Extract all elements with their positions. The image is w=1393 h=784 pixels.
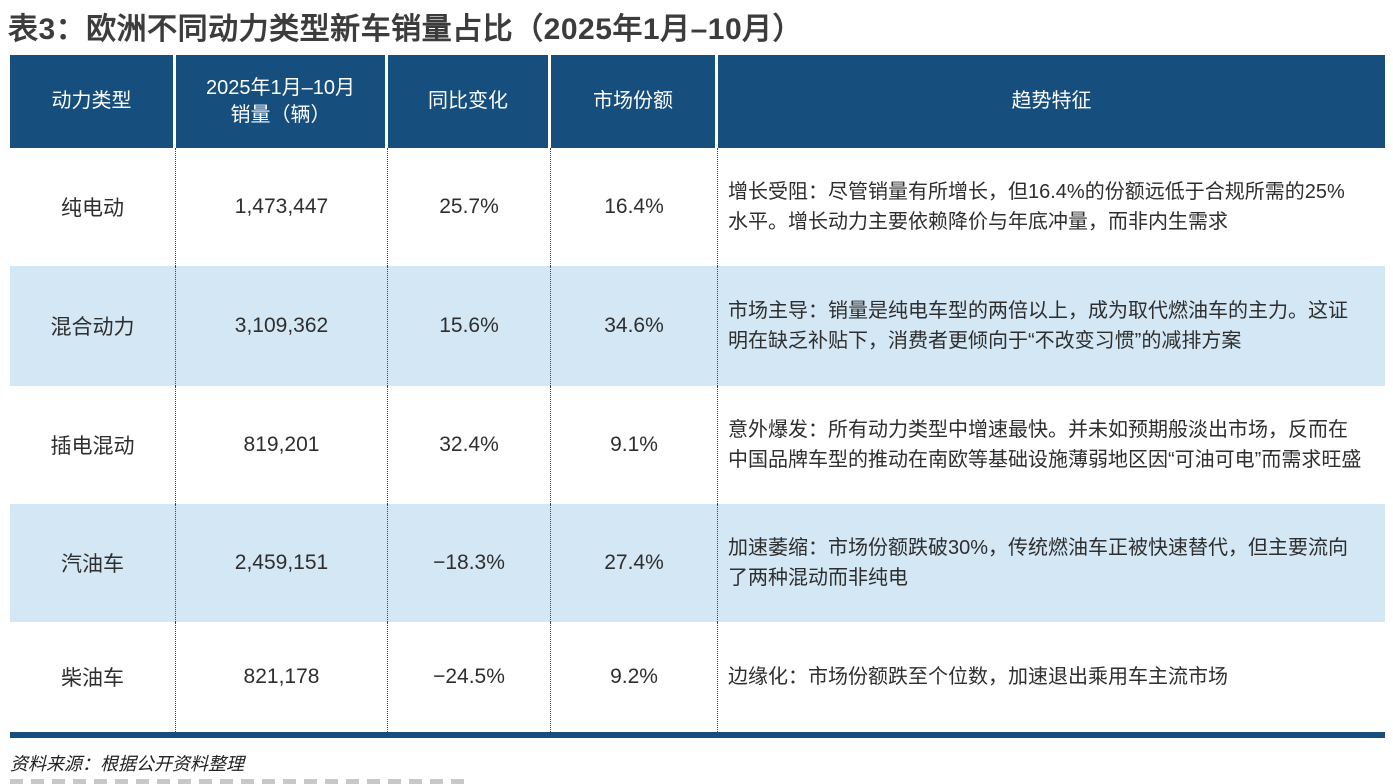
cell-trend: 市场主导：销量是纯电车型的两倍以上，成为取代燃油车的主力。这证明在缺乏补贴下，消… xyxy=(728,300,1348,352)
cell-yoy: −24.5% xyxy=(388,622,551,732)
page-title: 表3：欧洲不同动力类型新车销量占比（2025年1月–10月） xyxy=(8,13,804,46)
cell-sales: 2,459,151 xyxy=(176,504,388,622)
cell-share: 34.6% xyxy=(551,266,718,386)
cell-sales: 1,473,447 xyxy=(176,148,388,266)
header-cell-share: 市场份额 xyxy=(551,55,718,148)
header-cell-trend: 趋势特征 xyxy=(1011,90,1092,112)
table-row: 插电混动 819,201 32.4% 9.1% 意外爆发：所有动力类型中增速最快… xyxy=(10,386,1385,504)
table-row: 混合动力 3,109,362 15.6% 34.6% 市场主导：销量是纯电车型的… xyxy=(10,266,1385,386)
table-row: 纯电动 1,473,447 25.7% 16.4% 增长受阻：尽管销量有所增长，… xyxy=(10,148,1385,266)
cell-yoy: 32.4% xyxy=(388,386,551,504)
cell-share: 9.1% xyxy=(551,386,718,504)
cell-trend: 边缘化：市场份额跌至个位数，加速退出乘用车主流市场 xyxy=(728,666,1228,688)
cell-power-type: 纯电动 xyxy=(10,148,176,266)
cell-trend: 增长受阻：尽管销量有所增长，但16.4%的份额远低于合规所需的25%水平。增长动… xyxy=(728,181,1345,233)
cell-power-type: 汽油车 xyxy=(10,504,176,622)
table-row: 柴油车 821,178 −24.5% 9.2% 边缘化：市场份额跌至个位数，加速… xyxy=(10,622,1385,732)
cell-power-type: 混合动力 xyxy=(10,266,176,386)
cell-power-type: 插电混动 xyxy=(10,386,176,504)
cell-trend: 意外爆发：所有动力类型中增速最快。并未如预期般淡出市场，反而在中国品牌车型的推动… xyxy=(728,419,1362,471)
cell-sales: 819,201 xyxy=(176,386,388,504)
clipped-text-strip xyxy=(10,779,470,784)
cell-yoy: 15.6% xyxy=(388,266,551,386)
data-table: 动力类型 2025年1月–10月 销量（辆） 同比变化 市场份额 趋势特征 纯电… xyxy=(10,55,1385,738)
cell-power-type: 柴油车 xyxy=(10,622,176,732)
cell-sales: 821,178 xyxy=(176,622,388,732)
cell-yoy: 25.7% xyxy=(388,148,551,266)
cell-trend: 加速萎缩：市场份额跌破30%，传统燃油车正被快速替代，但主要流向了两种混动而非纯… xyxy=(728,537,1349,589)
header-cell-yoy: 同比变化 xyxy=(388,55,551,148)
table-header-row: 动力类型 2025年1月–10月 销量（辆） 同比变化 市场份额 趋势特征 xyxy=(10,55,1385,148)
cell-share: 9.2% xyxy=(551,622,718,732)
header-cell-power-type: 动力类型 xyxy=(10,55,176,148)
header-cell-sales: 2025年1月–10月 销量（辆） xyxy=(176,55,388,148)
cell-share: 27.4% xyxy=(551,504,718,622)
cell-yoy: −18.3% xyxy=(388,504,551,622)
source-note: 资料来源：根据公开资料整理 xyxy=(10,754,244,774)
cell-share: 16.4% xyxy=(551,148,718,266)
cell-sales: 3,109,362 xyxy=(176,266,388,386)
table-row: 汽油车 2,459,151 −18.3% 27.4% 加速萎缩：市场份额跌破30… xyxy=(10,504,1385,622)
